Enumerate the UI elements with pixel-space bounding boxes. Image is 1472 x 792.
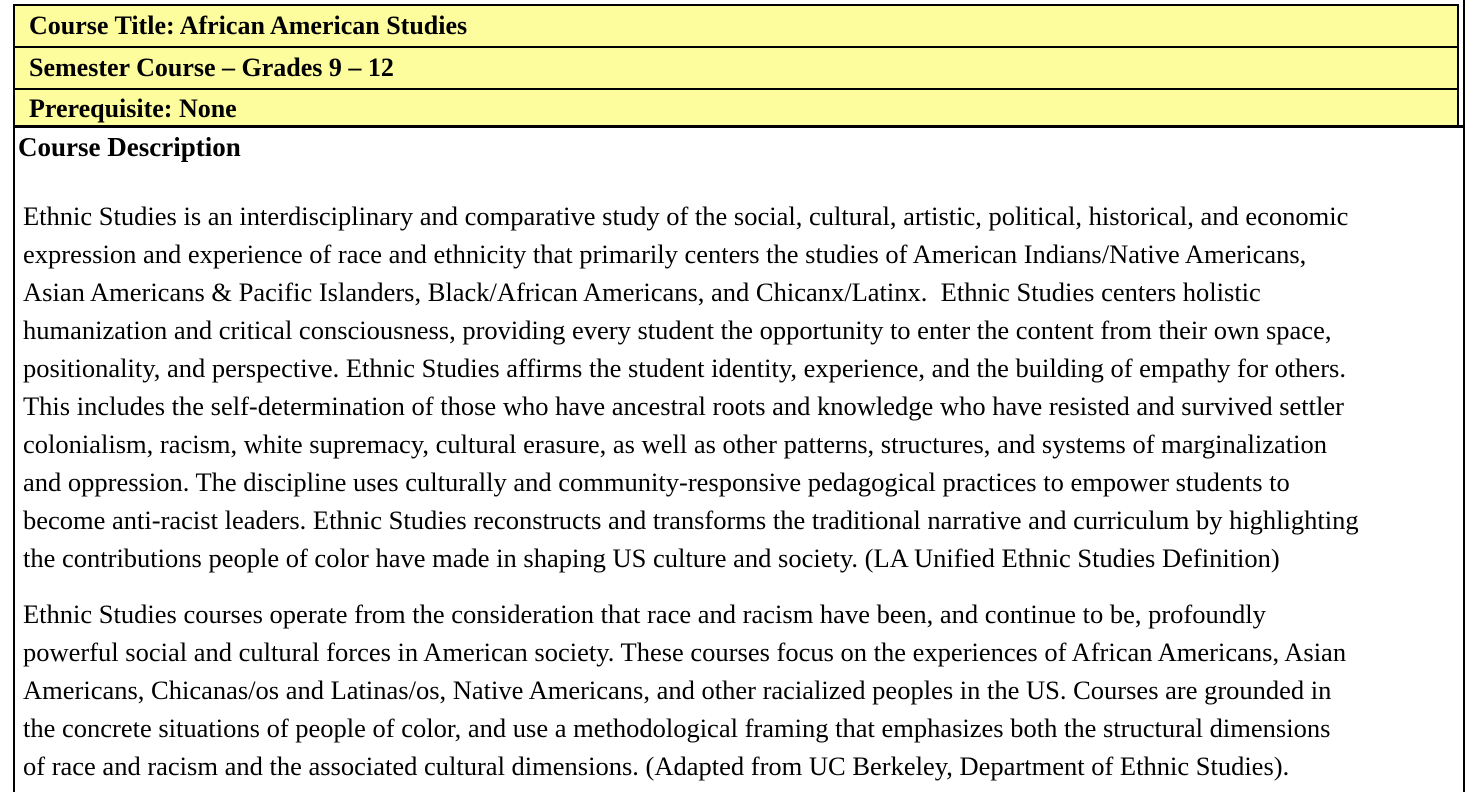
semester-grades-row: Semester Course – Grades 9 – 12 [15, 48, 1457, 90]
course-description-heading: Course Description [18, 132, 241, 162]
description-paragraph-1: Ethnic Studies is an interdisciplinary a… [23, 201, 1359, 573]
course-title-row: Course Title: African American Studies [15, 6, 1457, 48]
description-paragraph-2: Ethnic Studies courses operate from the … [23, 599, 1347, 781]
course-description-section: Course Description Ethnic Studies is an … [13, 125, 1465, 792]
course-header-table: Course Title: African American Studies S… [13, 4, 1459, 128]
prerequisite-row: Prerequisite: None [15, 90, 1457, 128]
